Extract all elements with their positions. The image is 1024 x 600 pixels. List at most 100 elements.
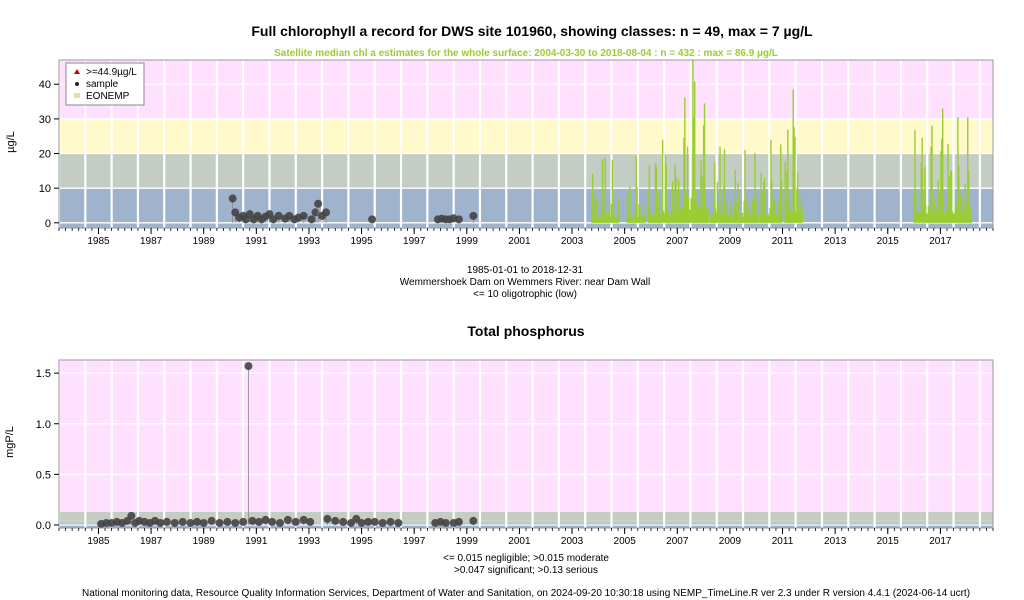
y-tick-label: 0	[45, 218, 51, 230]
sample-point	[307, 215, 316, 224]
sample-point	[248, 516, 257, 525]
sample-point	[162, 517, 171, 526]
x-tick-label: 1995	[350, 536, 373, 547]
x-tick-label: 1995	[350, 236, 373, 247]
sample-point	[314, 199, 323, 208]
sample-point	[394, 518, 403, 527]
sample-point	[199, 518, 208, 527]
chart1-note-2: Wemmershoek Dam on Wemmers River: near D…	[400, 277, 650, 288]
sample-point	[156, 518, 165, 527]
x-tick-label: 2003	[561, 236, 584, 247]
y-tick-label: 40	[39, 79, 51, 91]
y-tick-label: 1.0	[36, 419, 51, 431]
chart2-note-1: <= 0.015 negligible; >0.015 moderate	[443, 553, 609, 564]
legend-square-icon	[74, 93, 80, 98]
x-tick-label: 2015	[877, 536, 900, 547]
x-tick-label: 1985	[87, 236, 110, 247]
sample-point	[231, 518, 240, 527]
x-tick-label: 2003	[561, 536, 584, 547]
x-tick-label: 1991	[245, 536, 268, 547]
x-tick-label: 2007	[666, 536, 689, 547]
x-tick-label: 1985	[87, 536, 110, 547]
sample-point	[223, 517, 232, 526]
sample-point	[454, 215, 463, 224]
sample-point	[370, 517, 379, 526]
x-tick-label: 1997	[403, 536, 426, 547]
chart1-note-1: 1985-01-01 to 2018-12-31	[467, 265, 584, 276]
x-tick-label: 1987	[140, 236, 163, 247]
x-tick-label: 1999	[456, 536, 479, 547]
band-3	[59, 360, 993, 512]
sample-point	[378, 518, 387, 527]
band-2	[59, 118, 993, 154]
x-tick-label: 2017	[929, 536, 952, 547]
sample-point	[469, 211, 478, 220]
sample-point	[306, 517, 315, 526]
x-tick-label: 2015	[877, 236, 900, 247]
legend-dot-icon	[75, 82, 79, 86]
y-tick-label: 10	[39, 183, 51, 195]
chart1-ylabel: µg/L	[5, 131, 17, 153]
legend-entry-3: EONEMP	[86, 91, 130, 102]
x-tick-label: 2001	[508, 236, 531, 247]
x-tick-label: 2013	[824, 236, 847, 247]
legend-entry-2: sample	[86, 79, 119, 90]
x-tick-label: 1989	[193, 536, 216, 547]
sample-point	[299, 515, 308, 524]
sample-point	[193, 517, 202, 526]
sample-point	[311, 208, 320, 217]
chart1-title: Full chlorophyll a record for DWS site 1…	[251, 23, 813, 39]
band-0	[59, 523, 993, 528]
sample-point	[322, 208, 331, 217]
chart2-note-2: >0.047 significant; >0.13 serious	[454, 565, 598, 576]
band-2	[59, 511, 993, 521]
sample-point	[441, 518, 450, 527]
chart2-plot: 0.0 0.5 1.0 1.5 1985 1987 1989 1991 1993 1995 1997…	[36, 359, 994, 547]
sample-point	[364, 517, 373, 526]
x-tick-label: 1999	[456, 236, 479, 247]
sample-point	[469, 516, 478, 525]
sample-point	[283, 515, 292, 524]
sample-point	[127, 511, 136, 520]
chart1-plot: 0 10 20 30 40 1985 1987 1989 1991 1993 1995 1997 199…	[39, 59, 994, 247]
sample-point	[178, 517, 187, 526]
x-tick-label: 2001	[508, 536, 531, 547]
sample-point	[276, 518, 285, 527]
sample-point	[268, 517, 277, 526]
sample-point	[228, 194, 237, 203]
band-0	[59, 188, 993, 228]
x-tick-label: 2005	[614, 236, 637, 247]
sample-point	[186, 518, 195, 527]
y-tick-label: 30	[39, 114, 51, 126]
band-3	[59, 60, 993, 119]
x-tick-label: 2011	[772, 236, 794, 247]
sample-point	[239, 517, 248, 526]
chart1-legend: >=44.9µg/L sample EONEMP	[65, 62, 145, 106]
y-tick-label: 0.5	[36, 469, 51, 481]
x-tick-label: 2013	[824, 536, 847, 547]
sample-point	[339, 517, 348, 526]
sample-point	[244, 362, 253, 371]
footer-credit: National monitoring data, Resource Quali…	[82, 588, 970, 599]
band-1	[59, 520, 993, 524]
band-1	[59, 153, 993, 189]
legend-triangle-icon	[74, 69, 80, 74]
x-tick-label: 1993	[298, 236, 321, 247]
y-tick-label: 0.0	[36, 520, 51, 532]
sample-point	[368, 215, 377, 224]
x-tick-label: 1993	[298, 536, 321, 547]
chart2-title: Total phosphorus	[467, 323, 584, 339]
sample-point	[291, 517, 300, 526]
sample-point	[323, 514, 332, 523]
x-tick-label: 2007	[666, 236, 689, 247]
x-tick-label: 1991	[245, 236, 268, 247]
x-tick-label: 2009	[719, 536, 742, 547]
y-tick-label: 20	[39, 149, 51, 161]
x-tick-label: 1987	[140, 536, 163, 547]
sample-point	[254, 517, 263, 526]
chart1-subtitle: Satellite median chl a estimates for the…	[274, 48, 778, 59]
x-tick-label: 1997	[403, 236, 426, 247]
sample-point	[357, 518, 366, 527]
